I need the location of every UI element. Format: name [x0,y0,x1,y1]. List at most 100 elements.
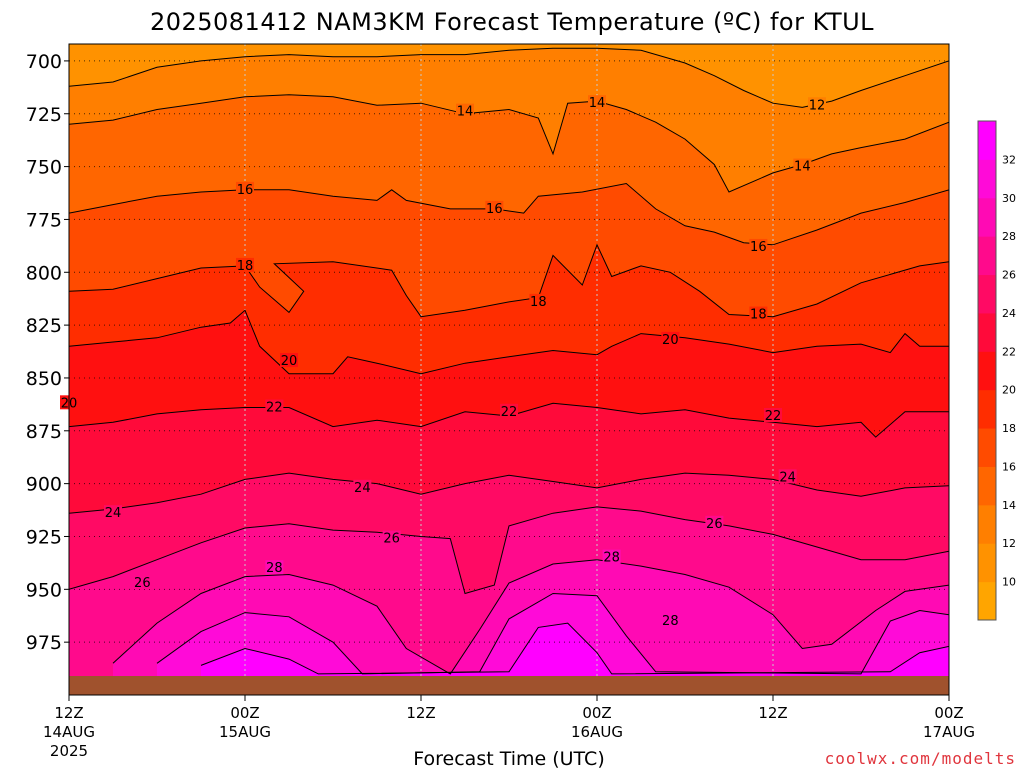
isotherm-20 [69,309,949,375]
isotherm-label-26: 26 [383,532,400,547]
isotherm-label-bg [602,549,621,564]
isotherm-label-12: 12 [809,98,826,113]
colorbar-label: 28 [1002,230,1016,243]
isotherm-label-bg [764,408,782,422]
x-tick-label: 16AUG [571,723,623,741]
y-tick-label: 875 [26,421,62,443]
isotherm-label-bg [265,399,284,414]
isotherm-label-bg [808,97,826,112]
y-tick-label: 725 [26,104,62,126]
y-tick-label: 850 [26,368,62,390]
isotherm-label-14: 14 [589,96,606,111]
x-tick-label: 12Z [758,704,787,722]
colorbar-swatch [978,159,996,199]
isotherm-label-20: 20 [281,354,298,369]
isotherm-label-22: 22 [501,405,518,420]
y-tick-label: 825 [26,315,62,337]
x-axis-label: Forecast Time (UTC) [413,748,604,768]
isotherm-label-bg [749,306,768,321]
isotherm-22 [69,402,949,438]
colorbar-swatch [978,389,996,429]
colorbar-label: 12 [1002,537,1016,550]
x-tick-label: 00Z [582,704,611,722]
colorbar-frame [977,120,997,621]
y-tick-label: 925 [26,526,62,548]
isotherm-label-bg [661,613,680,628]
isotherm-30 [156,592,949,675]
isotherm-label-28: 28 [603,551,620,566]
isotherm-label-24: 24 [105,506,122,521]
isotherm-label-22: 22 [266,401,283,416]
colorbar-swatch [978,466,996,506]
x-tick-label: 17AUG [923,723,975,741]
isotherm-label-bg [265,560,284,575]
isotherm-label-bg [588,95,606,110]
isotherm-label-26: 26 [706,517,723,532]
isotherm-26 [69,506,949,595]
colorbar-label: 10 [1002,576,1016,589]
temperature-band-32 [201,623,949,676]
isotherm-label-28: 28 [662,614,679,629]
colorbar-swatch [978,197,996,237]
x-tick-label: 2025 [50,742,88,760]
isotherm-label-18: 18 [237,259,254,274]
isotherm-label-bg [485,200,504,215]
y-tick-label: 775 [26,209,62,231]
colorbar-swatch [978,543,996,583]
x-tick-label: 00Z [934,704,963,722]
y-tick-label: 700 [26,51,62,73]
isotherm-label-bg [133,574,152,589]
colorbar: 10 12 14 16 18 20 22 24 26 28 30 32 [977,120,1016,621]
isotherm-24 [69,472,949,514]
isotherm-label-bg [280,353,298,368]
isotherm-label-16: 16 [750,240,767,255]
plot-frame [68,43,950,696]
colorbar-label: 26 [1002,269,1016,282]
y-tick-label: 800 [26,262,62,284]
isotherm-label-18: 18 [750,308,767,323]
colorbar-swatch [978,428,996,467]
isotherm-label-bg [456,103,474,118]
temperature-filled-contours [69,44,949,676]
y-tick-label: 975 [26,632,62,654]
isotherm-label-bg [529,293,548,308]
isotherm-label-28: 28 [266,561,283,576]
x-tick-label: 14AUG [43,723,95,741]
colorbar-swatch [978,236,996,276]
y-axis: 700 725 750 775 800 825 850 875 900 925 950 975 [26,51,69,654]
isotherm-label-bg [661,331,680,346]
chart-title: 2025081412 NAM3KM Forecast Temperature (… [150,8,874,36]
colorbar-swatch [978,351,996,391]
isotherm-label-16: 16 [486,202,503,217]
isotherm-label-bg [705,515,724,530]
isotherm-14 [69,94,949,193]
colorbar-swatch [978,121,996,160]
colorbar-swatch [978,581,996,621]
ground-surface [69,676,949,695]
colorbar-swatch [978,274,996,314]
isotherm-32 [200,622,949,675]
grid-lines [69,44,949,676]
isotherm-label-bg [236,257,254,272]
isotherm-label-bg [778,469,797,484]
y-tick-label: 950 [26,579,62,601]
isotherm-label-20: 20 [662,333,679,348]
isotherm-label-22: 22 [765,409,782,424]
colorbar-label: 20 [1002,384,1016,397]
isotherm-28 [112,559,949,675]
isotherm-label-bg [353,479,372,494]
x-tick-label: 00Z [230,704,259,722]
x-tick-label: 15AUG [219,723,271,741]
colorbar-label: 32 [1002,153,1016,166]
colorbar-label: 14 [1002,499,1016,512]
isotherm-label-24: 24 [779,470,796,485]
colorbar-swatch [978,312,996,352]
colorbar-label: 22 [1002,345,1016,358]
isotherm-label-14: 14 [457,105,474,120]
colorbar-label: 24 [1002,307,1016,320]
colorbar-label: 18 [1002,422,1016,435]
isotherm-label-bg [104,505,122,520]
colorbar-label: 16 [1002,460,1016,473]
